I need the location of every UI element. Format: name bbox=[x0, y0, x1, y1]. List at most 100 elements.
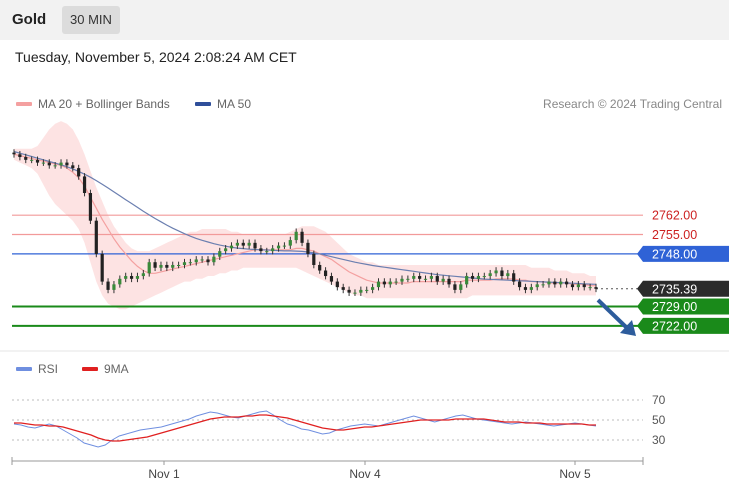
bollinger-band-area bbox=[14, 121, 596, 310]
ma50-swatch bbox=[195, 102, 211, 106]
candle bbox=[541, 281, 545, 288]
candle-body bbox=[229, 245, 234, 249]
candle-body bbox=[188, 262, 192, 264]
legend-ma50: MA 50 bbox=[195, 97, 251, 111]
candle-body bbox=[400, 278, 404, 282]
candle bbox=[247, 239, 251, 249]
candle bbox=[476, 272, 481, 283]
candle bbox=[112, 281, 116, 294]
level-label-2755.00: 2755.00 bbox=[652, 228, 697, 242]
candle bbox=[276, 242, 281, 252]
candle bbox=[12, 149, 16, 158]
candle bbox=[253, 239, 257, 252]
candle-body bbox=[30, 159, 34, 161]
rsi-swatch bbox=[16, 367, 32, 371]
candle-body bbox=[441, 278, 445, 282]
candle bbox=[47, 159, 51, 169]
candle bbox=[241, 239, 245, 249]
level-label-2762.00: 2762.00 bbox=[652, 209, 697, 223]
candle bbox=[271, 245, 275, 255]
candle-body bbox=[65, 162, 69, 166]
candle-body bbox=[547, 281, 551, 285]
candle-body bbox=[135, 276, 140, 279]
candle bbox=[435, 272, 439, 285]
candle-body bbox=[47, 162, 51, 166]
candle-body bbox=[265, 251, 269, 253]
candle bbox=[118, 275, 122, 288]
level-tag-2729.00 bbox=[637, 298, 729, 315]
candle bbox=[259, 245, 263, 255]
candle bbox=[153, 258, 157, 272]
candle bbox=[288, 236, 292, 249]
candle bbox=[406, 275, 410, 283]
candle bbox=[224, 245, 228, 255]
candle bbox=[341, 283, 345, 294]
candle bbox=[465, 272, 469, 288]
candle-body bbox=[329, 276, 334, 282]
candle-body bbox=[259, 248, 263, 252]
level-label-2748.00: 2748.00 bbox=[652, 247, 697, 261]
candle-body bbox=[35, 159, 40, 163]
candle-body bbox=[71, 165, 75, 169]
candle bbox=[353, 289, 357, 296]
candle-body bbox=[124, 276, 128, 279]
candle-body bbox=[506, 273, 510, 277]
candle bbox=[553, 278, 557, 288]
candle-body bbox=[94, 220, 98, 254]
candle bbox=[306, 239, 310, 258]
candle-body bbox=[212, 256, 216, 263]
candle-body bbox=[53, 165, 57, 167]
candle-body bbox=[382, 281, 386, 285]
candle bbox=[300, 228, 304, 247]
legend-9ma: 9MA bbox=[82, 362, 129, 376]
candle-body bbox=[529, 287, 533, 290]
candle bbox=[59, 159, 63, 169]
candle-body bbox=[553, 281, 557, 285]
candle bbox=[335, 278, 339, 291]
candle-body bbox=[241, 242, 245, 246]
candle-body bbox=[306, 242, 310, 254]
candle bbox=[570, 281, 575, 291]
candle-body bbox=[59, 162, 63, 166]
candle-body bbox=[388, 281, 392, 285]
candle bbox=[470, 272, 475, 283]
candle bbox=[282, 242, 287, 249]
candle-body bbox=[570, 284, 575, 288]
candle-body bbox=[294, 231, 298, 241]
level-label-2722.00: 2722.00 bbox=[652, 319, 697, 333]
candle-body bbox=[318, 264, 322, 271]
candle-body bbox=[159, 264, 163, 268]
candle bbox=[365, 286, 369, 294]
candle bbox=[206, 256, 210, 266]
level-tag-2748.00 bbox=[637, 245, 729, 262]
candle bbox=[229, 242, 234, 252]
candle-body bbox=[535, 284, 539, 288]
candle-body bbox=[177, 264, 181, 266]
candle bbox=[482, 272, 486, 280]
candle bbox=[500, 267, 504, 280]
candle-body bbox=[517, 281, 522, 288]
candle-body bbox=[453, 284, 457, 290]
candle-body bbox=[335, 281, 339, 288]
candle bbox=[559, 278, 563, 288]
candle bbox=[82, 173, 87, 197]
candle bbox=[200, 256, 204, 263]
candle bbox=[41, 159, 45, 166]
candle bbox=[35, 156, 40, 166]
rsi-series-9MA bbox=[14, 414, 596, 442]
candle-body bbox=[353, 292, 357, 294]
candle bbox=[512, 269, 516, 285]
candle bbox=[77, 164, 81, 180]
candle-body bbox=[365, 289, 369, 291]
candle-body bbox=[500, 270, 504, 277]
candle-body bbox=[559, 281, 563, 285]
candle-body bbox=[41, 162, 45, 164]
candle bbox=[188, 258, 192, 266]
candle-body bbox=[470, 276, 475, 279]
candle bbox=[141, 269, 145, 280]
timeframe-button[interactable]: 30 MIN bbox=[62, 6, 120, 34]
candle-body bbox=[582, 284, 586, 288]
candle bbox=[582, 281, 586, 291]
candle bbox=[517, 278, 522, 291]
level-tag-2722.00 bbox=[637, 317, 729, 334]
